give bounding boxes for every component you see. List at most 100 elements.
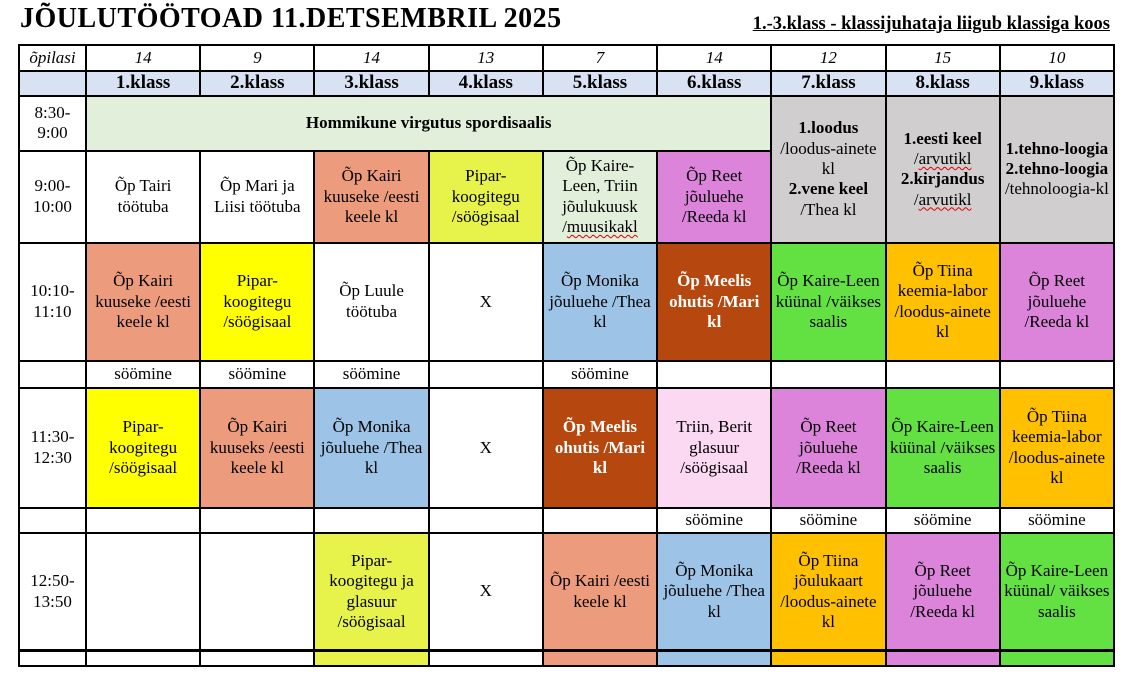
schedule-table: õpilasi 14 9 14 13 7 14 12 15 10 1.klass 2.klass 3.k… [18, 44, 1116, 667]
cutoff-cell [884, 649, 1001, 667]
time-label: 11:30- 12:30 [18, 386, 87, 509]
meal-row: söömine söömine söömine söömine [18, 359, 1116, 389]
class-header: 6.klass [656, 70, 773, 97]
schedule-cell: Õp Luule töötuba [313, 241, 430, 362]
schedule-cell: 1.tehno-loogia 2.tehno-loogia/tehnoloogia… [998, 94, 1116, 244]
cutoff-cell [427, 649, 544, 667]
time-label: 10:10- 11:10 [18, 241, 87, 362]
cell-text-segment: 2.kirjandus [900, 169, 985, 189]
schedule-body: õpilasi 14 9 14 13 7 14 12 15 10 1.klass 2.klass 3.k… [18, 44, 1116, 667]
schedule-cell: Õp Tiina keemia-labor /loodus-ainete kl [884, 241, 1001, 362]
student-count: 14 [313, 44, 430, 72]
schedule-cell: Õp Meelis ohutis /Mari kl [541, 386, 659, 509]
meal-cell: söömine [884, 506, 1001, 534]
time-label: 8:30- 9:00 [18, 94, 87, 152]
schedule-row: 9:00- 10:00 Õp Tairi töötuba Õp Mari ja Lii… [18, 149, 1114, 244]
meal-cell: söömine [541, 359, 659, 389]
time-label: 12:50- 13:50 [18, 531, 87, 652]
schedule-cell [199, 531, 316, 652]
schedule-cell: Pipar-koogitegu /söögisaal [84, 386, 202, 509]
meal-cell [427, 506, 544, 534]
meal-cell: söömine [656, 506, 773, 534]
class-header: 9.klass [998, 70, 1116, 97]
schedule-row: 10:10- 11:10 Õp Kairi kuuseke /eesti keele… [18, 241, 1116, 362]
schedule-cell: Õp Mari ja Liisi töötuba [199, 149, 316, 244]
schedule-cell: 1.eesti keel/arvutikl 2.kirjandus/arvutik… [884, 94, 1001, 244]
meal-row: söömine söömine söömine söömine [18, 506, 1116, 534]
schedule-cell: Õp Reet jõuluehe /Reeda kl [656, 149, 773, 244]
cutoff-cell [770, 649, 887, 667]
class-header: 4.klass [427, 70, 544, 97]
student-count: 14 [84, 44, 202, 72]
schedule-cell: Hommikune virgutus spordisaalis [84, 94, 773, 152]
cell-text-segment: / [913, 148, 919, 168]
cell-text-segment: 1.tehno-loogia [1005, 138, 1109, 158]
schedule-row: 12:50- 13:50 Pipar-koogitegu ja glasuur /s… [18, 531, 1116, 652]
meal-cell [656, 359, 773, 389]
meal-cell: söömine [84, 359, 202, 389]
page-subtitle: 1.-3.klass - klassijuhataja liigub klass… [752, 14, 1110, 34]
cell-text-segment: Õp Kaire-Leen, Triin jõulukuusk [562, 156, 638, 216]
schedule-cell: Õp Kairi kuuseks /eesti keele kl [199, 386, 316, 509]
cell-text-segment: /Thea kl [800, 199, 857, 219]
cell-text-segment: 2.vene keel [788, 179, 869, 199]
cutoff-row [18, 649, 1116, 667]
meal-cell: söömine [199, 359, 316, 389]
schedule-cell: Õp Reet jõuluehe /Reeda kl [998, 241, 1116, 362]
schedule-cell: Õp Kairi kuuseke /eesti keele kl [84, 241, 202, 362]
schedule-cell: Õp Kaire-Leen küünal/ väikses saalis [998, 531, 1116, 652]
schedule-cell: Pipar-koogitegu /söögisaal [427, 149, 544, 244]
cell-text-segment: / [913, 189, 919, 209]
schedule-cell: Õp Tairi töötuba [84, 149, 202, 244]
meal-cell [427, 359, 544, 389]
schedule-cell: Õp Kairi kuuseke /eesti keele kl [313, 149, 430, 244]
meal-cell [884, 359, 1001, 389]
schedule-cell: Õp Reet jõuluehe /Reeda kl [884, 531, 1001, 652]
schedule-cell: 1.loodus/loodus-ainete kl 2.vene keel/The… [770, 94, 887, 244]
time-label [18, 506, 87, 534]
page-title: JÕULUTÖÖTOAD 11.DETSEMBRIL 2025 [20, 3, 562, 34]
cell-text-segment: /loodus-ainete kl [780, 138, 877, 179]
cutoff-cell [656, 649, 773, 667]
schedule-row: 11:30- 12:30 Pipar-koogitegu /söögisaal Õp … [18, 386, 1116, 509]
class-header: 5.klass [541, 70, 659, 97]
cell-text-segment: /tehnoloogia-kl [1004, 179, 1109, 199]
cell-text-segment: 2.tehno-loogia [1005, 159, 1109, 179]
cell-text-segment: / [562, 217, 567, 237]
schedule-cell: Õp Kairi /eesti keele kl [541, 531, 659, 652]
schedule-cell: X [427, 386, 544, 509]
schedule-row: 8:30- 9:00 Hommikune virgutus spordisaalis… [18, 94, 1116, 244]
meal-cell [541, 506, 659, 534]
cell-text-segment: arvutikl [918, 189, 972, 209]
schedule-cell: Õp Monika jõuluehe /Thea kl [541, 241, 659, 362]
cell-text-segment: 1.eesti keel [903, 128, 982, 148]
class-header: 7.klass [770, 70, 887, 97]
cutoff-cell [84, 649, 202, 667]
cutoff-cell [199, 649, 316, 667]
student-count: 15 [884, 44, 1001, 72]
schedule-cell: Õp Monika jõuluehe /Thea kl [313, 386, 430, 509]
student-count: 13 [427, 44, 544, 72]
meal-cell: söömine [770, 506, 887, 534]
schedule-cell: X [427, 241, 544, 362]
students-row: õpilasi 14 9 14 13 7 14 12 15 10 [18, 44, 1116, 72]
cell-text-segment: arvutikl [918, 148, 972, 168]
class-header: 8.klass [884, 70, 1001, 97]
meal-cell [84, 506, 202, 534]
meal-cell: söömine [313, 359, 430, 389]
class-header-row: 1.klass 2.klass 3.klass 4.klass 5.klass 6.kla… [18, 70, 1116, 97]
schedule-cell: Triin, Berit glasuur /söögisaal [656, 386, 773, 509]
schedule-cell: Õp Tiina jõulukaart /loodus-ainete kl [770, 531, 887, 652]
class-header-spacer [18, 70, 87, 97]
schedule-cell [84, 531, 202, 652]
meal-cell: söömine [998, 506, 1116, 534]
schedule-cell: Õp Kaire-Leen, Triin jõulukuusk /muusika… [541, 149, 659, 244]
cell-text-segment: muusikakl [566, 217, 638, 237]
student-count: 7 [541, 44, 659, 72]
meal-cell [770, 359, 887, 389]
page-header: JÕULUTÖÖTOAD 11.DETSEMBRIL 2025 1.-3.kla… [0, 0, 1134, 42]
cutoff-cell [541, 649, 659, 667]
meal-cell [313, 506, 430, 534]
time-label: 9:00- 10:00 [18, 149, 87, 244]
